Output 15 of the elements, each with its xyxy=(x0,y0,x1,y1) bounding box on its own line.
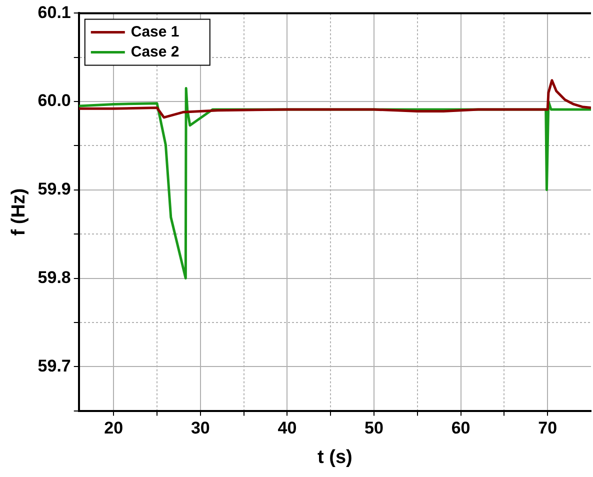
y-tick-label: 59.7 xyxy=(38,356,71,376)
y-tick-label: 59.8 xyxy=(38,268,71,287)
text: 60.0 xyxy=(38,91,71,110)
x-tick-label: 70 xyxy=(538,418,558,438)
x-axis-title: t (s) xyxy=(318,446,352,468)
legend-label: Case 2 xyxy=(130,43,180,60)
y-tick-label: 60.1 xyxy=(38,2,71,22)
x-tick-label: 20 xyxy=(104,418,124,438)
y-tick-label: 59.9 xyxy=(38,180,71,199)
y-axis-title: f (Hz) xyxy=(8,188,30,236)
x-tick-label: 60 xyxy=(451,418,470,438)
x-tick-label: 40 xyxy=(278,418,297,438)
x-tick-label: 30 xyxy=(190,418,210,438)
legend-label: Case 1 xyxy=(130,23,180,40)
x-tick-label: 50 xyxy=(364,418,384,438)
